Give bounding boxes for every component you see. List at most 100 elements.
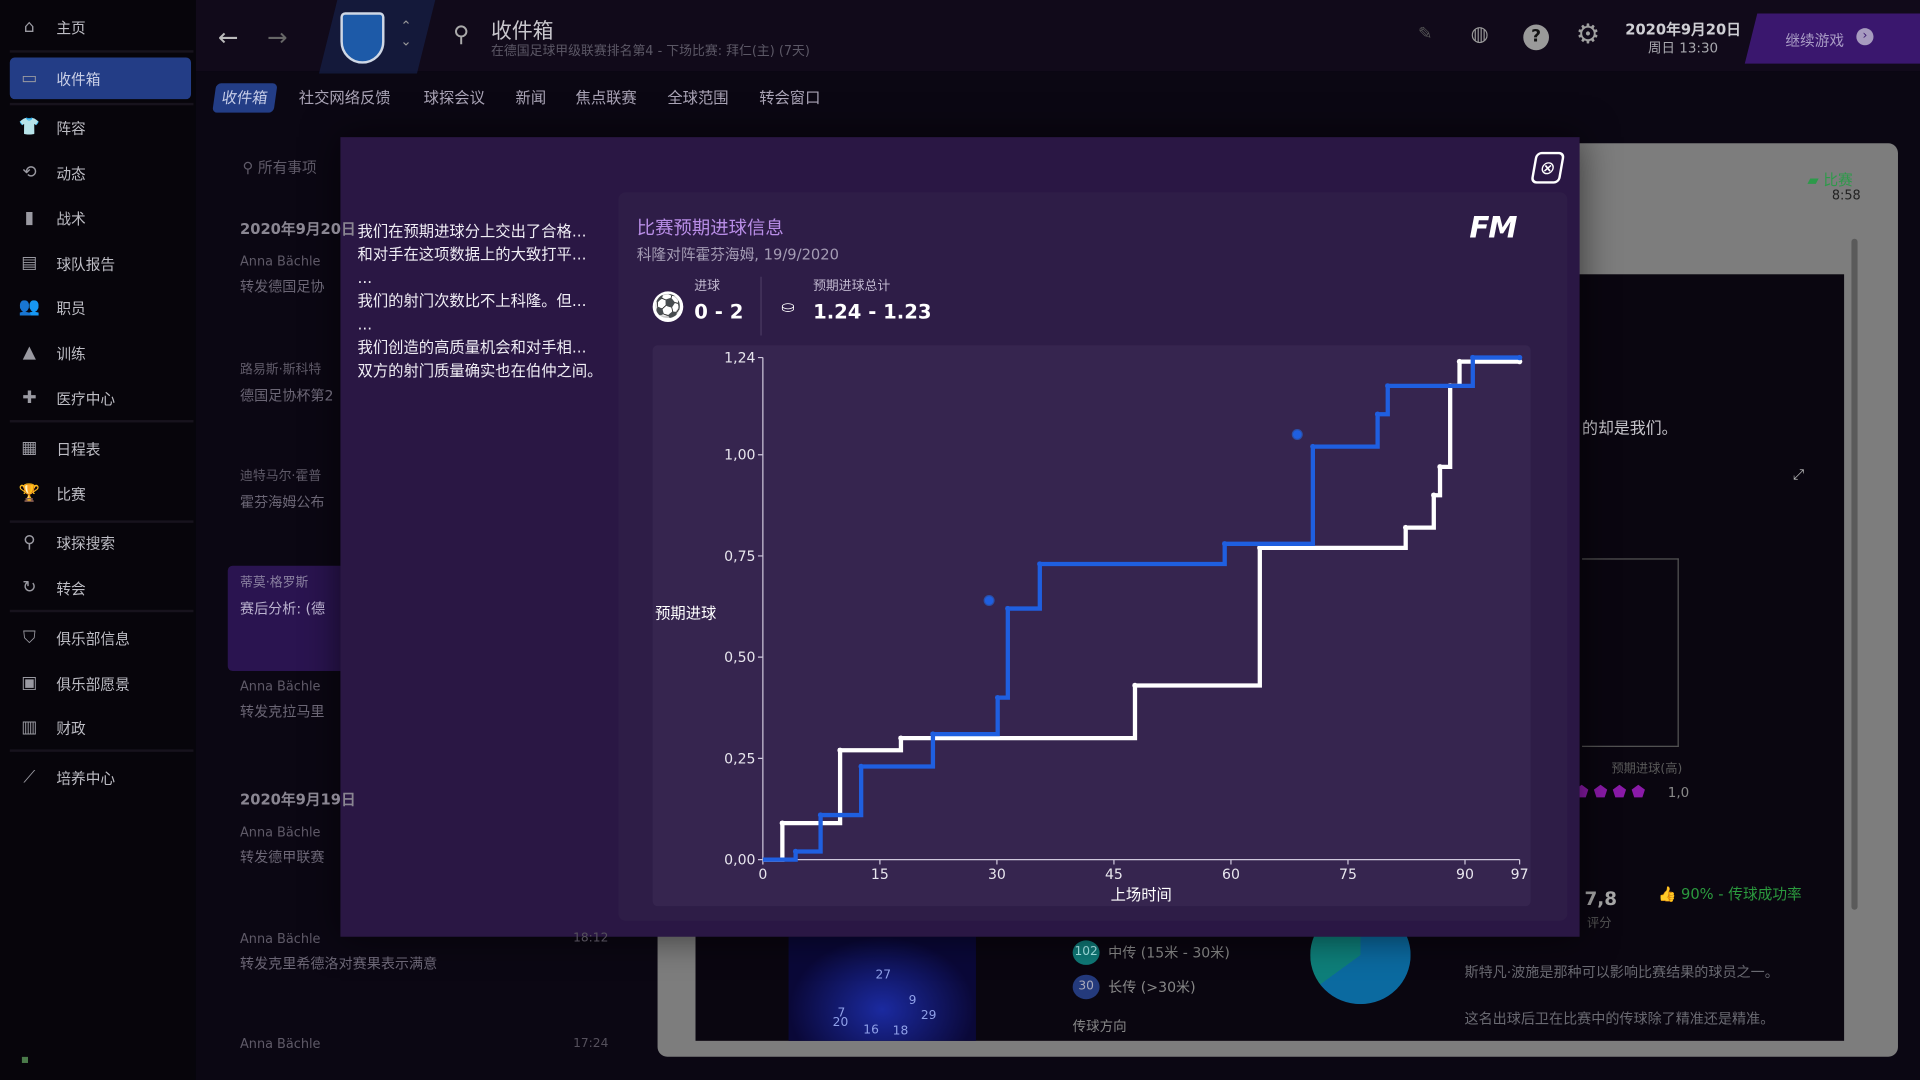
inbox-item[interactable]: Anna Bächle 转发德甲联赛 — [240, 825, 607, 867]
goal-marker-icon — [983, 594, 995, 606]
exit-icon[interactable]: ▪ — [20, 1053, 30, 1067]
tab-6[interactable]: 转会窗口 — [759, 88, 821, 107]
fm-logo: FM — [1469, 210, 1517, 245]
tab-2[interactable]: 球探会议 — [423, 88, 485, 107]
search-icon[interactable]: ⚲ — [453, 22, 470, 48]
inbox-date-header: 2020年9月20日 — [240, 218, 607, 239]
inbox-item[interactable]: Anna Bächle 转发克拉马里 — [240, 680, 607, 722]
inbox-search[interactable]: ⚲ 所有事项 — [242, 157, 316, 178]
inbox-item[interactable]: 蒂莫·格罗斯 赛后分析: (德 — [240, 573, 607, 618]
y-tick-label: 1,00 — [724, 448, 755, 464]
x-axis-label: 上场时间 — [1110, 885, 1172, 904]
sidebar-item-9[interactable]: ▦ 日程表 — [10, 430, 191, 467]
globe-icon[interactable]: ◍ — [1470, 22, 1489, 47]
sidebar-item-2[interactable]: 👕 阵容 — [10, 109, 191, 146]
xg-point — [1310, 443, 1316, 450]
sidebar-item-label: 阵容 — [56, 119, 86, 137]
sidebar-item-3[interactable]: ⟲ 动态 — [10, 154, 191, 191]
transfer-icon: ↻ — [22, 577, 37, 598]
inbox-item[interactable]: Anna Bächle 17:24 — [240, 1037, 608, 1052]
search-icon: ⚲ — [23, 532, 36, 553]
sidebar-item-12[interactable]: ↻ 转会 — [10, 569, 191, 606]
sidebar-item-6[interactable]: 👥 职员 — [10, 289, 191, 326]
inbox-sender: Anna Bächle — [240, 931, 321, 947]
heatmap-number: 7 — [837, 1006, 846, 1021]
inbox-sender: Anna Bächle — [240, 254, 321, 270]
club-switch-icon[interactable]: ⌃ ⌄ — [400, 18, 412, 49]
inbox-item[interactable]: Anna Bächle 转发德国足协 — [240, 255, 607, 297]
help-icon[interactable]: ? — [1523, 24, 1549, 51]
goals-label: 进球 — [694, 279, 721, 294]
club-crest-icon[interactable] — [340, 12, 385, 64]
heatmap-number: 9 — [908, 994, 917, 1008]
sidebar-item-0[interactable]: ⌂ 主页 — [10, 9, 191, 46]
sidebar-item-label: 比赛 — [56, 485, 86, 503]
pencil-icon[interactable]: ✎ — [1417, 24, 1433, 45]
xg-point — [1516, 358, 1523, 365]
sidebar-divider — [9, 749, 194, 752]
inbox-item[interactable]: Anna Bächle 转发克里希德洛对赛果表示满意 18:12 — [240, 931, 609, 974]
sidebar-item-label: 球探搜索 — [56, 534, 116, 552]
xg-chart: 0,00 0,25 0,50 0,75 1,00 1,24 0 15 30 45 60 75 90 97 — [652, 345, 1531, 907]
sidebar-item-16[interactable]: ⟋ 培养中心 — [10, 759, 191, 796]
page-subtitle: 在德国足球甲级联赛排名第4 - 下场比赛: 拜仁(主) (7天) — [491, 44, 810, 59]
xg-point — [994, 694, 1001, 701]
scrollbar[interactable] — [1851, 238, 1858, 910]
tab-5[interactable]: 全球范围 — [667, 88, 729, 107]
sidebar-item-13[interactable]: ⛉ 俱乐部信息 — [10, 620, 191, 657]
xg-point — [1470, 354, 1476, 361]
xg-scale-icon: ⬟ ⬟ ⬟ ⬟ — [1574, 783, 1646, 803]
trophy-icon: 🏆 — [18, 483, 41, 504]
rating-label: 评分 — [1586, 917, 1612, 931]
match-tag-label: 比赛 — [1823, 171, 1853, 189]
page-title: 收件箱 — [491, 19, 554, 45]
dynamics-icon: ⟲ — [22, 162, 37, 183]
player-rating: 7,8 — [1584, 887, 1618, 910]
sidebar-item-15[interactable]: ▥ 财政 — [10, 709, 191, 746]
sidebar-item-7[interactable]: ▲ 训练 — [10, 334, 191, 371]
sidebar-item-1[interactable]: ▭ 收件箱 — [9, 57, 192, 100]
sidebar-item-label: 培养中心 — [56, 769, 116, 787]
xg-point — [1222, 541, 1228, 547]
sidebar-item-10[interactable]: 🏆 比赛 — [10, 475, 191, 512]
xg-chart-svg: 0,00 0,25 0,50 0,75 1,00 1,24 0 15 30 45 60 75 90 97 — [724, 350, 1528, 883]
long-pass-label: 长传 (>30米) — [1108, 978, 1196, 996]
tab-0[interactable]: 收件箱 — [212, 83, 277, 113]
x-tick-label: 30 — [988, 867, 1006, 883]
sidebar-item-11[interactable]: ⚲ 球探搜索 — [10, 524, 191, 561]
heatmap — [788, 936, 976, 1041]
expand-icon[interactable]: ⤢ — [1792, 465, 1805, 483]
tab-1[interactable]: 社交网络反馈 — [298, 88, 391, 107]
inbox-sender: 蒂莫·格罗斯 — [240, 575, 309, 591]
y-axis-label: 预期进球 — [655, 603, 717, 623]
home-icon: ⌂ — [23, 17, 35, 37]
inbox-date-header: 2020年9月19日 — [240, 789, 607, 810]
sidebar-item-4[interactable]: ▮ 战术 — [10, 200, 191, 237]
sidebar-item-14[interactable]: ▣ 俱乐部愿景 — [10, 665, 191, 702]
football-icon: ⚽ — [652, 291, 684, 323]
staff-icon: 👥 — [18, 297, 41, 318]
inbox-item[interactable]: 路易斯·斯科特 德国足协杯第2 — [240, 360, 607, 405]
tactics-icon: ▮ — [24, 208, 35, 228]
goals-value: 0 - 2 — [694, 300, 744, 324]
xg-point — [1456, 358, 1463, 365]
x-tick-label: 90 — [1456, 867, 1474, 883]
sidebar-divider — [9, 50, 194, 53]
forward-arrow-icon[interactable]: → — [266, 22, 288, 52]
back-arrow-icon[interactable]: ← — [217, 22, 239, 52]
sidebar-item-5[interactable]: ▤ 球队报告 — [10, 245, 191, 282]
inbox-sender: 迪特马尔·霍普 — [240, 468, 322, 484]
sidebar-item-8[interactable]: ✚ 医疗中心 — [10, 380, 191, 417]
continue-label: 继续游戏 — [1785, 31, 1845, 49]
tab-3[interactable]: 新闻 — [515, 88, 547, 107]
xg-point — [898, 735, 904, 741]
inbox-time: 18:12 — [573, 931, 609, 946]
tab-4[interactable]: 焦点联赛 — [575, 88, 637, 107]
inbox-item[interactable]: 迪特马尔·霍普 霍芬海姆公布 — [240, 467, 607, 512]
close-button[interactable]: ⊗ — [1530, 151, 1566, 184]
sidebar-divider — [9, 609, 194, 613]
player-text: 这名出球后卫在比赛中的传球除了精准还是精准。 — [1464, 1010, 1775, 1028]
search-icon: ⚲ — [242, 159, 258, 177]
gear-icon[interactable]: ⚙ — [1575, 19, 1601, 51]
selected-inbox-item[interactable] — [227, 565, 363, 672]
